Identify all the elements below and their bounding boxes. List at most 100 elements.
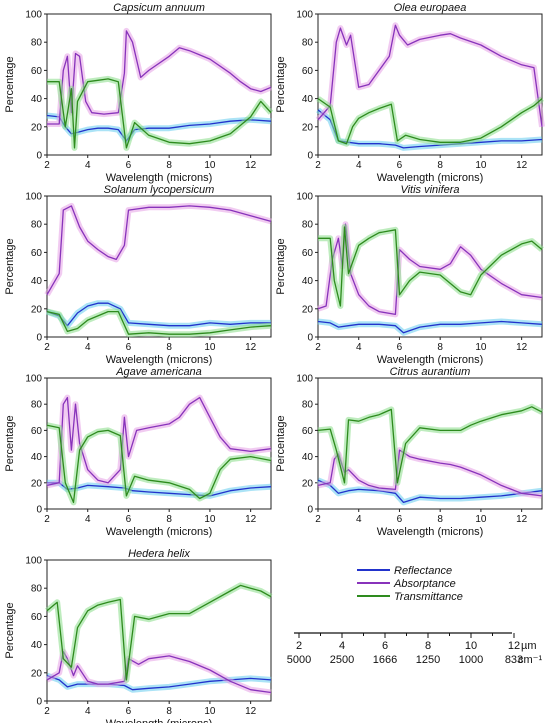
series-line-transmittance [47, 78, 272, 149]
scale-micron-label: 8 [425, 640, 431, 652]
y-tick-label: 20 [302, 478, 314, 489]
y-tick-label: 20 [31, 122, 43, 133]
panel-title: Vitis vinifera [400, 184, 459, 196]
x-tick-label: 2 [44, 342, 50, 353]
x-tick-label: 10 [204, 160, 216, 171]
y-tick-label: 40 [302, 452, 314, 463]
x-tick-label: 6 [126, 342, 132, 353]
x-tick-label: 6 [397, 342, 403, 353]
y-tick-label: 100 [25, 10, 42, 21]
series-line-absorptance [46, 205, 272, 296]
series-line-reflectance [317, 479, 543, 504]
panel-title: Hedera helix [128, 548, 190, 560]
scale-unit-microns: µm [521, 640, 537, 652]
y-tick-label: 100 [296, 10, 313, 21]
x-tick-label: 8 [166, 514, 172, 525]
x-tick-label: 2 [315, 160, 321, 171]
y-tick-label: 40 [31, 640, 43, 651]
x-tick-label: 4 [85, 706, 91, 717]
legend-label-absorptance: Absorptance [393, 578, 456, 590]
y-tick-label: 100 [296, 192, 313, 203]
scale-micron-label: 2 [296, 640, 302, 652]
scale-micron-label: 10 [465, 640, 477, 652]
band-transmittance [47, 75, 274, 151]
x-tick-label: 8 [437, 342, 443, 353]
x-axis-label: Wavelength (microns) [377, 354, 484, 366]
x-tick-label: 10 [204, 514, 216, 525]
y-tick-label: 80 [31, 38, 43, 49]
x-tick-label: 4 [356, 160, 362, 171]
y-tick-label: 0 [36, 333, 42, 344]
x-tick-label: 6 [126, 514, 132, 525]
y-tick-label: 80 [302, 38, 314, 49]
series-line-transmittance [46, 310, 272, 335]
y-tick-label: 100 [25, 192, 42, 203]
x-tick-label: 10 [204, 342, 216, 353]
x-tick-label: 6 [397, 160, 403, 171]
x-tick-label: 12 [245, 342, 257, 353]
y-axis-label: Percentage [275, 238, 287, 294]
x-tick-label: 8 [166, 706, 172, 717]
x-axis-label: Wavelength (microns) [106, 354, 213, 366]
x-tick-label: 4 [85, 160, 91, 171]
y-tick-label: 80 [302, 220, 314, 231]
y-tick-label: 80 [31, 220, 43, 231]
panel-olea-europaea: 0 20 40 60 80 100 2 4 6 8 10 12 Olea europaea Wavelen… [275, 2, 545, 184]
x-tick-label: 12 [245, 706, 257, 717]
x-tick-label: 12 [245, 514, 257, 525]
x-tick-label: 12 [245, 160, 257, 171]
x-axis-label: Wavelength (microns) [377, 526, 484, 538]
y-tick-label: 40 [302, 276, 314, 287]
y-tick-label: 60 [302, 426, 314, 437]
x-tick-label: 2 [44, 514, 50, 525]
panel-agave-americana: 0 20 40 60 80 100 2 4 6 8 10 12 Agave americana Wavel… [4, 366, 272, 538]
y-tick-label: 60 [31, 612, 43, 623]
x-tick-label: 2 [44, 160, 50, 171]
series-line-transmittance [46, 584, 272, 681]
plot-frame [317, 377, 543, 510]
panel-hedera-helix: 0 20 40 60 80 100 2 4 6 8 10 12 Hedera helix Waveleng… [4, 548, 273, 723]
y-tick-label: 20 [31, 304, 43, 315]
x-axis-label: Wavelength (microns) [106, 172, 213, 184]
band-reflectance [317, 318, 543, 336]
series-line-reflectance [317, 320, 543, 334]
y-axis-label: Percentage [4, 415, 16, 471]
y-tick-label: 0 [36, 697, 42, 708]
panel-vitis-vinifera: 0 20 40 60 80 100 2 4 6 8 10 12 Vitis vinifera Wavele… [275, 184, 544, 366]
scale-wavenumber-label: 833 [505, 654, 523, 666]
plot-frame [46, 377, 272, 510]
series-line-transmittance [317, 406, 543, 484]
y-tick-label: 20 [302, 122, 314, 133]
x-tick-label: 8 [166, 342, 172, 353]
y-tick-label: 20 [302, 304, 314, 315]
x-tick-label: 12 [516, 160, 528, 171]
y-tick-label: 60 [31, 66, 43, 77]
y-tick-label: 40 [31, 452, 43, 463]
legend-label-reflectance: Reflectance [394, 565, 452, 577]
y-tick-label: 0 [36, 151, 42, 162]
x-tick-label: 6 [126, 706, 132, 717]
x-tick-label: 6 [126, 160, 132, 171]
x-axis-label: Wavelength (microns) [377, 172, 484, 184]
y-axis-label: Percentage [275, 415, 287, 471]
scale-ticks: 2 5000 4 2500 6 1666 8 1250 10 1000 12 833 [287, 633, 523, 666]
y-tick-label: 100 [25, 374, 42, 385]
scale-wavenumber-label: 5000 [287, 654, 311, 666]
x-tick-label: 8 [166, 160, 172, 171]
scale-wavenumber-label: 1000 [459, 654, 483, 666]
panel-capsicum-annuum: 0 20 40 60 80 100 2 4 6 8 10 12 Capsicum annuum Wavel… [4, 2, 274, 184]
x-tick-label: 10 [475, 160, 487, 171]
scale-micron-label: 4 [339, 640, 345, 652]
y-tick-label: 20 [31, 668, 43, 679]
x-axis-label: Wavelength (microns) [106, 526, 213, 538]
plot-frame [317, 13, 543, 156]
y-tick-label: 0 [36, 505, 42, 516]
panel-title: Citrus aurantium [390, 366, 471, 378]
x-tick-label: 12 [516, 342, 528, 353]
y-tick-label: 20 [31, 478, 43, 489]
y-axis-label: Percentage [4, 238, 16, 294]
panel-title: Olea europaea [394, 2, 467, 14]
y-tick-label: 0 [307, 505, 313, 516]
y-tick-label: 40 [31, 94, 43, 105]
